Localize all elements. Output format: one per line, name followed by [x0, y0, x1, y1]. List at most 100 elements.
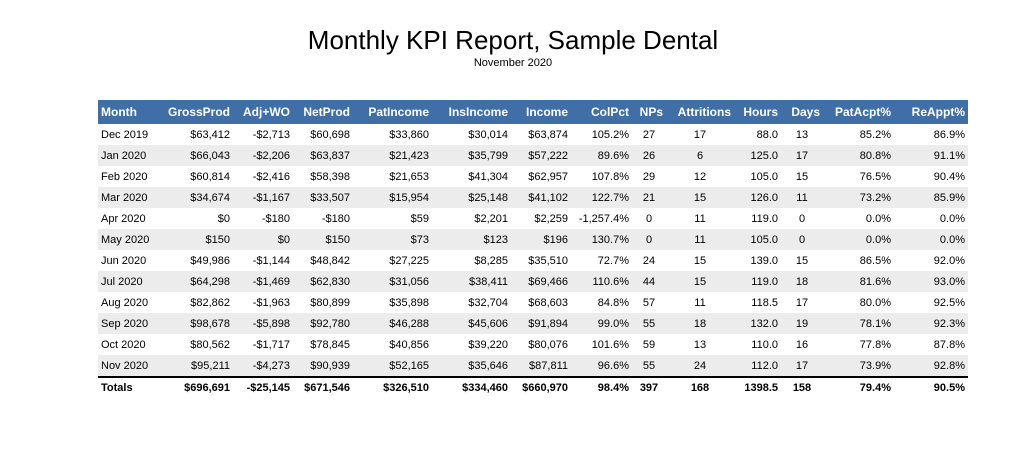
table-cell: $60,814 — [190, 170, 230, 183]
row-month-cell: Oct 2020 — [101, 338, 146, 351]
table-cell: 86.5% — [859, 254, 891, 267]
table-cell: -$1,144 — [252, 254, 290, 267]
report-title: Monthly KPI Report, Sample Dental — [307, 25, 719, 55]
table-cell: $59 — [410, 212, 429, 225]
table-cell: 77.8% — [859, 338, 891, 351]
table-cell: 110.0 — [751, 338, 778, 351]
table-cell: $25,148 — [432, 187, 511, 208]
column-header: ReAppt% — [894, 100, 968, 124]
row-month-cell: Nov 2020 — [98, 355, 156, 377]
table-cell: 17 — [781, 145, 823, 166]
totals-cell: 1398.5 — [734, 376, 781, 397]
table-cell: 92.0% — [933, 254, 965, 267]
row-month-cell: Jan 2020 — [98, 145, 156, 166]
table-cell: 15 — [693, 254, 707, 267]
table-cell: $64,298 — [156, 271, 233, 292]
table-row: Nov 2020 $95,211 -$4,273 $90,939 $52,165 $35,… — [98, 355, 968, 377]
column-header: NetProd — [293, 100, 353, 124]
table-cell: $90,939 — [293, 355, 353, 377]
table-cell: -$180 — [321, 212, 350, 225]
table-cell: 13 — [795, 128, 809, 141]
table-cell: 57 — [642, 296, 656, 309]
table-cell: 105.2% — [591, 128, 629, 141]
table-footer: Totals $696,691 -$25,145 $671,546 $326,510 $3… — [98, 376, 968, 397]
column-header: PatAcpt% — [823, 100, 894, 124]
table-cell: -$1,717 — [252, 338, 290, 351]
row-month-cell: Apr 2020 — [101, 212, 146, 225]
table-cell: 26 — [632, 145, 666, 166]
table-cell: $33,860 — [389, 128, 429, 141]
table-cell: -1,257.4% — [578, 212, 629, 225]
table-cell: $63,837 — [293, 145, 353, 166]
table-cell: $82,862 — [190, 296, 230, 309]
table-cell: 132.0 — [734, 313, 781, 334]
table-cell: -$2,206 — [233, 145, 293, 166]
table-cell: 0.0% — [894, 229, 968, 250]
table-cell: 86.9% — [933, 128, 965, 141]
table-cell: -$1,963 — [252, 296, 290, 309]
table-cell: $35,510 — [528, 254, 568, 267]
table-cell: $21,653 — [389, 170, 429, 183]
table-cell: 17 — [693, 128, 707, 141]
column-header: Month — [98, 100, 156, 124]
totals-cell: $660,970 — [511, 376, 571, 397]
table-cell: $35,799 — [432, 145, 511, 166]
table-cell: 19 — [781, 313, 823, 334]
table-cell: $123 — [432, 229, 511, 250]
table-cell: $92,780 — [293, 313, 353, 334]
table-cell: 21 — [632, 187, 666, 208]
table-row: Jun 2020 $49,986 -$1,144 $48,842 $27,225 $8,2… — [98, 250, 968, 271]
table-row: Sep 2020 $98,678 -$5,898 $92,780 $46,288 $45,… — [98, 313, 968, 334]
table-cell: 92.3% — [894, 313, 968, 334]
header-row: Month GrossProd Adj+WO NetProd PatIncome InsI… — [98, 100, 968, 124]
table-cell: 12 — [693, 170, 707, 183]
table-cell: 15 — [666, 271, 734, 292]
table-cell: 101.6% — [591, 338, 629, 351]
table-row: Feb 2020 $60,814 -$2,416 $58,398 $21,653 $41,… — [98, 166, 968, 187]
table-cell: 80.0% — [859, 296, 891, 309]
table-cell: 105.0 — [734, 229, 781, 250]
table-cell: 112.0 — [734, 355, 781, 377]
table-cell: 0.0% — [939, 212, 965, 225]
table-cell: 17 — [795, 296, 809, 309]
table-cell: $150 — [293, 229, 353, 250]
column-header: Attritions — [666, 100, 734, 124]
table-cell: $69,466 — [511, 271, 571, 292]
totals-cell: $671,546 — [293, 376, 353, 397]
table-cell: 59 — [642, 338, 656, 351]
row-month-cell: Jun 2020 — [101, 254, 147, 267]
table-row: Aug 2020 $82,862 -$1,963 $80,899 $35,898 $32,… — [98, 292, 968, 313]
totals-cell: $326,510 — [353, 376, 432, 397]
column-header: InsIncome — [432, 100, 511, 124]
table-cell: 24 — [642, 254, 656, 267]
table-cell: $38,411 — [432, 271, 511, 292]
table-cell: $80,562 — [190, 338, 230, 351]
table-cell: $57,222 — [511, 145, 571, 166]
table-row: Oct 2020 $80,562 -$1,717 $78,845 $40,856 $39,… — [98, 334, 968, 355]
column-header: ColPct — [571, 100, 632, 124]
table-cell: 87.8% — [933, 338, 965, 351]
table-cell: $15,954 — [353, 187, 432, 208]
column-header: Days — [781, 100, 823, 124]
table-cell: 130.7% — [571, 229, 632, 250]
row-month-cell: Aug 2020 — [101, 296, 149, 309]
table-row: Apr 2020 $0 -$180 -$180 $59 $2,201 $2,259 -1,25… — [98, 208, 968, 229]
table-cell: $95,211 — [156, 355, 233, 377]
row-month-cell: May 2020 — [98, 229, 156, 250]
table-cell: -$5,898 — [233, 313, 293, 334]
table-cell: -$1,167 — [233, 187, 293, 208]
table-cell: -$4,273 — [233, 355, 293, 377]
column-header: Hours — [734, 100, 781, 124]
table-cell: 84.8% — [597, 296, 629, 309]
table-cell: 29 — [642, 170, 656, 183]
table-row: Jan 2020 $66,043 -$2,206 $63,837 $21,423 $35,… — [98, 145, 968, 166]
table-cell: 18 — [666, 313, 734, 334]
table-cell: 90.4% — [933, 170, 965, 183]
totals-cell: 98.4% — [571, 376, 632, 397]
table-cell: $32,704 — [468, 296, 508, 309]
table-cell: 17 — [781, 355, 823, 377]
table-cell: 126.0 — [734, 187, 781, 208]
table-cell: 24 — [666, 355, 734, 377]
table-cell: 15 — [795, 254, 809, 267]
table-cell: $46,288 — [353, 313, 432, 334]
